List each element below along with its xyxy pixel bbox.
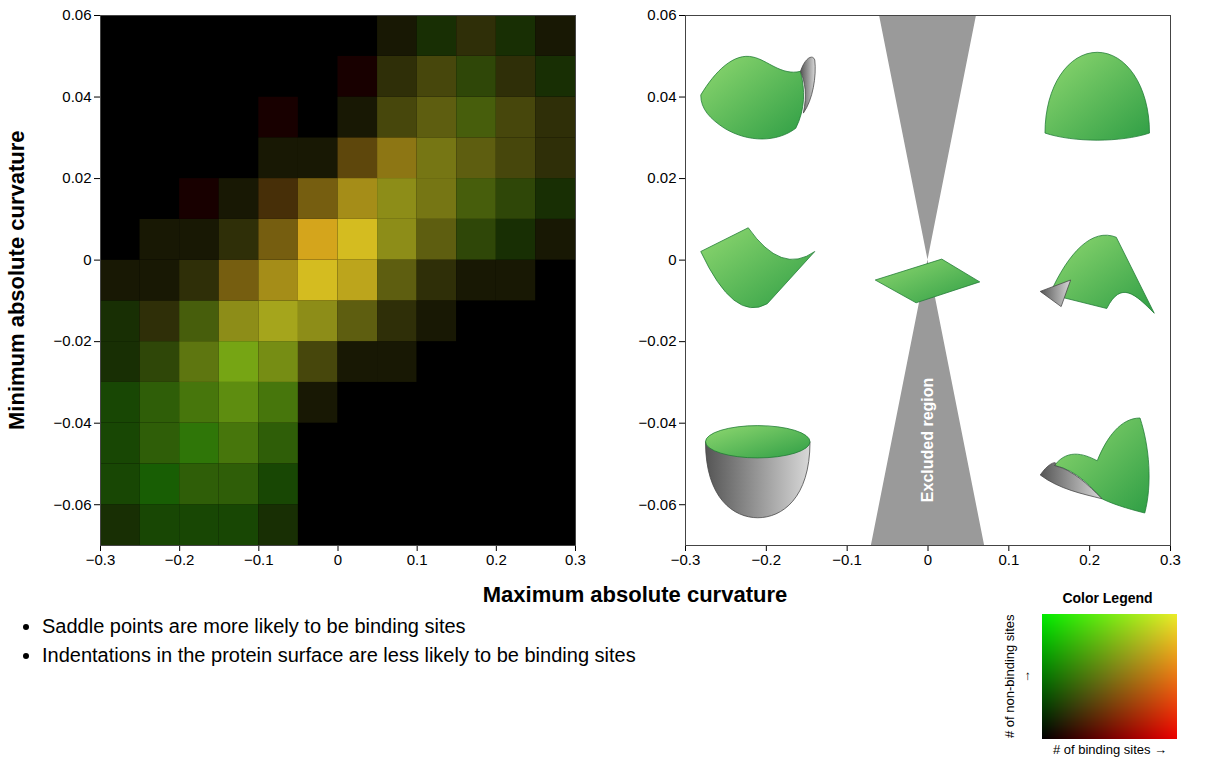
svg-text:0: 0 — [924, 551, 932, 568]
svg-text:0: 0 — [83, 251, 91, 268]
svg-text:0.02: 0.02 — [647, 169, 676, 186]
svg-text:0.02: 0.02 — [62, 169, 91, 186]
html-text:Maximum absolute curvature: Maximum absolute curvature — [482, 582, 788, 607]
html-text:Saddle points are more likely: Saddle points are more likely to be bind… — [42, 615, 466, 637]
html-text:Minimum absolute curvature: Minimum absolute curvature — [4, 130, 29, 430]
svg-text:Excluded region: Excluded region — [919, 378, 936, 502]
svg-text:−0.1: −0.1 — [832, 551, 862, 568]
svg-text:0.1: 0.1 — [998, 551, 1019, 568]
svg-text:−0.3: −0.3 — [671, 551, 701, 568]
svg-text:0.06: 0.06 — [62, 6, 91, 23]
svg-text:0.2: 0.2 — [486, 551, 507, 568]
svg-text:−0.04: −0.04 — [639, 414, 677, 431]
svg-text:−0.2: −0.2 — [165, 551, 195, 568]
svg-text:−0.02: −0.02 — [639, 332, 677, 349]
html-text:# of non-binding sites →: # of non-binding sites → — [1002, 614, 1033, 739]
svg-text:0.2: 0.2 — [1079, 551, 1100, 568]
svg-text:−0.04: −0.04 — [54, 414, 92, 431]
svg-text:−0.1: −0.1 — [244, 551, 274, 568]
svg-text:0.1: 0.1 — [407, 551, 428, 568]
svg-text:−0.06: −0.06 — [639, 496, 677, 513]
svg-text:0: 0 — [668, 251, 676, 268]
svg-text:−0.02: −0.02 — [54, 332, 92, 349]
svg-text:−0.3: −0.3 — [86, 551, 116, 568]
svg-text:0.3: 0.3 — [1160, 551, 1181, 568]
svg-text:0.06: 0.06 — [647, 6, 676, 23]
html-text:Color Legend: Color Legend — [1062, 590, 1153, 606]
svg-text:−0.2: −0.2 — [752, 551, 782, 568]
svg-text:0.04: 0.04 — [647, 88, 676, 105]
html-text:Indentations in the protein su: Indentations in the protein surface are … — [42, 644, 636, 666]
html-text:# of binding sites →: # of binding sites → — [1052, 742, 1168, 757]
svg-text:0: 0 — [334, 551, 342, 568]
svg-text:0.3: 0.3 — [565, 551, 586, 568]
svg-text:−0.06: −0.06 — [54, 496, 92, 513]
svg-text:0.04: 0.04 — [62, 88, 91, 105]
